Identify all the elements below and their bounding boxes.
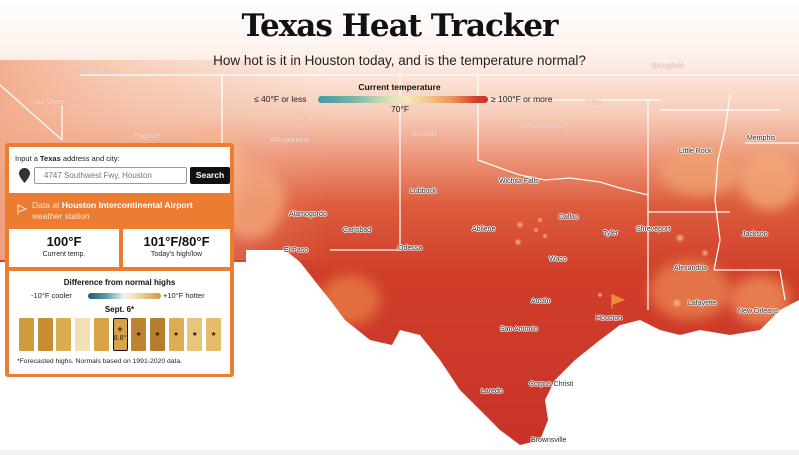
city-label: Alamogordo bbox=[289, 211, 327, 218]
day-tile-selected[interactable]: +8.8° bbox=[112, 318, 128, 351]
city-label: Memphis bbox=[747, 135, 776, 142]
city-label: Carlsbad bbox=[343, 227, 372, 234]
current-temp-value: 100°F bbox=[46, 234, 82, 249]
day-tile[interactable]: ★ bbox=[149, 318, 165, 351]
info-panel: Input a Texas address and city: Search D… bbox=[5, 143, 234, 377]
city-label: Laredo bbox=[481, 388, 503, 395]
forecast-star-icon: ★ bbox=[135, 331, 142, 338]
city-label: Shreveport bbox=[636, 226, 671, 233]
city-label: Austin bbox=[531, 298, 551, 305]
horizontal-scrollbar[interactable] bbox=[0, 450, 799, 455]
day-tile[interactable] bbox=[56, 318, 72, 351]
city-label: Albuquerque bbox=[270, 137, 310, 144]
city-label: Jackson bbox=[742, 231, 768, 238]
search-label: Input a Texas address and city: bbox=[15, 154, 120, 163]
day-tile[interactable] bbox=[75, 318, 91, 351]
city-label: Santa Fe bbox=[296, 115, 325, 122]
address-search-input[interactable] bbox=[34, 167, 187, 184]
forecast-star-icon: ★ bbox=[210, 331, 217, 338]
difference-title: Difference from normal highs bbox=[63, 278, 176, 287]
city-label: Odessa bbox=[398, 245, 423, 252]
city-label: Flagstaff bbox=[133, 133, 160, 140]
day-tile[interactable]: ★ bbox=[206, 318, 221, 351]
city-label: Alexandria bbox=[674, 265, 708, 272]
difference-value: 8.8° bbox=[113, 335, 127, 342]
city-label: Springfield bbox=[651, 63, 685, 70]
flag-marker-icon[interactable] bbox=[609, 292, 627, 310]
city-label: Tulsa bbox=[585, 99, 602, 106]
flag-outline-icon bbox=[17, 204, 27, 215]
search-section: Input a Texas address and city: Search bbox=[9, 147, 230, 193]
selected-date: Sept. 6* bbox=[104, 305, 135, 314]
high-low-value: 101°F/80°F bbox=[143, 234, 210, 249]
city-label: Brownsville bbox=[531, 437, 567, 444]
forecast-star-icon: ★ bbox=[173, 331, 179, 338]
day-tile[interactable] bbox=[37, 318, 53, 351]
cooler-label: -10°F cooler bbox=[31, 291, 72, 300]
day-tile[interactable]: ★ bbox=[187, 318, 203, 351]
city-label: Waco bbox=[549, 256, 567, 263]
daily-difference-strip: +8.8° ★ ★ ★ ★ ★ bbox=[19, 318, 224, 351]
high-low-label: Today's high/low bbox=[150, 251, 203, 258]
city-label: New Orleans bbox=[738, 308, 779, 315]
station-text: Data at Houston Intercontinental Airport… bbox=[32, 200, 193, 221]
map-pin-icon bbox=[19, 168, 30, 183]
city-label: Little Rock bbox=[679, 148, 712, 155]
day-tile[interactable] bbox=[93, 318, 109, 351]
city-label: Dallas bbox=[559, 214, 579, 221]
city-label: Las Vegas bbox=[33, 99, 66, 106]
current-temp-card: 100°F Current temp. bbox=[9, 229, 119, 267]
day-tile[interactable]: ★ bbox=[131, 318, 147, 351]
city-label: Lafayette bbox=[688, 300, 717, 307]
current-temp-label: Current temp. bbox=[42, 251, 86, 258]
high-low-card: 101°F/80°F Today's high/low bbox=[123, 229, 230, 267]
plus-icon: + bbox=[117, 324, 123, 334]
city-label: San Antonio bbox=[500, 326, 538, 333]
weather-station-info: Data at Houston Intercontinental Airport… bbox=[9, 195, 230, 227]
city-label: Wichita Falls bbox=[499, 178, 539, 185]
search-button[interactable]: Search bbox=[190, 167, 230, 184]
forecast-star-icon: ★ bbox=[191, 331, 198, 338]
city-label: Tyler bbox=[603, 230, 619, 237]
difference-from-normal: Difference from normal highs -10°F coole… bbox=[9, 271, 230, 374]
city-label: Abilene bbox=[472, 226, 496, 233]
city-label: Corpus Christi bbox=[529, 381, 574, 388]
day-tile[interactable] bbox=[19, 318, 34, 351]
city-label: St. George bbox=[77, 68, 111, 75]
city-label: Houston bbox=[596, 315, 623, 322]
forecast-star-icon: ★ bbox=[154, 331, 161, 338]
difference-color-scale bbox=[88, 293, 161, 299]
hotter-label: +10°F hotter bbox=[163, 291, 205, 300]
day-tile[interactable]: ★ bbox=[168, 318, 184, 351]
city-label: Oklahoma City bbox=[524, 123, 570, 130]
city-label: Lubbock bbox=[410, 188, 437, 195]
city-label: El Paso bbox=[284, 247, 309, 254]
station-name: Houston Intercontinental Airport bbox=[61, 200, 193, 210]
city-label: Amarillo bbox=[412, 131, 438, 138]
footnote: *Forecasted highs. Normals based on 1991… bbox=[17, 358, 183, 365]
